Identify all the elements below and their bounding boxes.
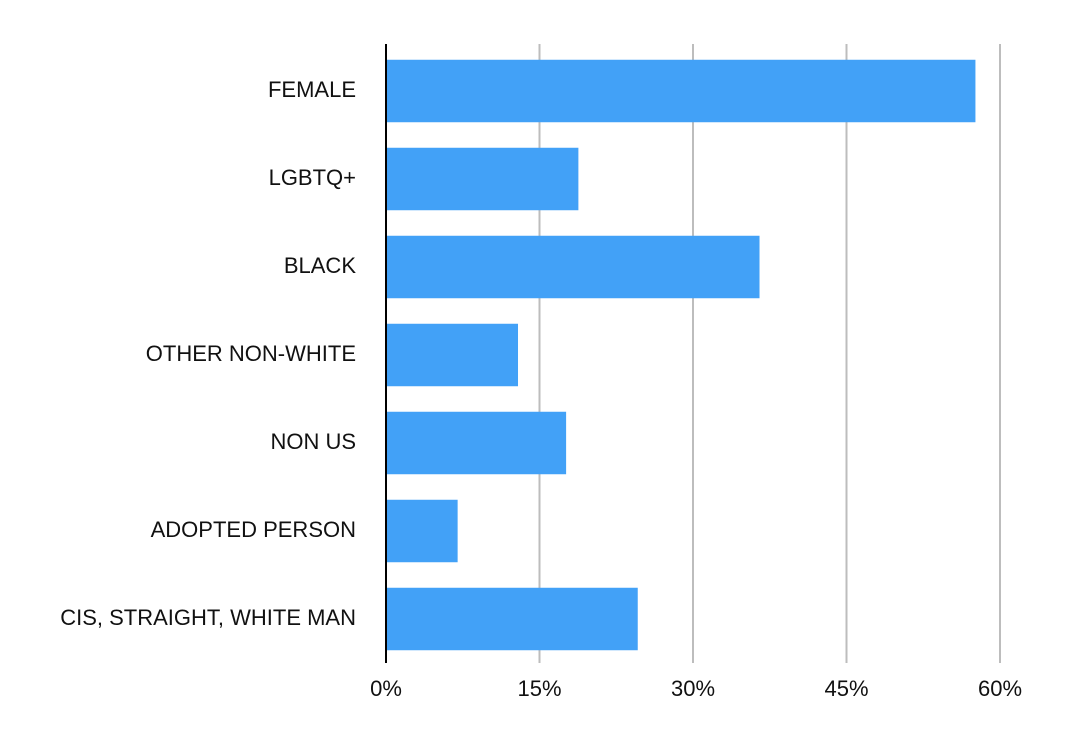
bar bbox=[386, 235, 760, 299]
y-tick-label: LGBTQ+ bbox=[269, 165, 356, 190]
x-tick-label: 0% bbox=[370, 676, 402, 701]
y-tick-label: CIS, STRAIGHT, WHITE MAN bbox=[60, 605, 356, 630]
bar bbox=[386, 59, 976, 123]
y-tick-label: BLACK bbox=[284, 253, 356, 278]
x-tick-label: 15% bbox=[517, 676, 561, 701]
x-tick-label: 30% bbox=[671, 676, 715, 701]
bar bbox=[386, 587, 638, 651]
bar bbox=[386, 411, 567, 475]
x-tick-label: 60% bbox=[978, 676, 1022, 701]
bar bbox=[386, 323, 519, 387]
y-tick-label: ADOPTED PERSON bbox=[151, 517, 356, 542]
bar bbox=[386, 147, 579, 211]
y-tick-label: FEMALE bbox=[268, 77, 356, 102]
y-tick-label: NON US bbox=[270, 429, 356, 454]
y-tick-label: OTHER NON-WHITE bbox=[146, 341, 356, 366]
x-tick-label: 45% bbox=[824, 676, 868, 701]
bar bbox=[386, 499, 458, 563]
